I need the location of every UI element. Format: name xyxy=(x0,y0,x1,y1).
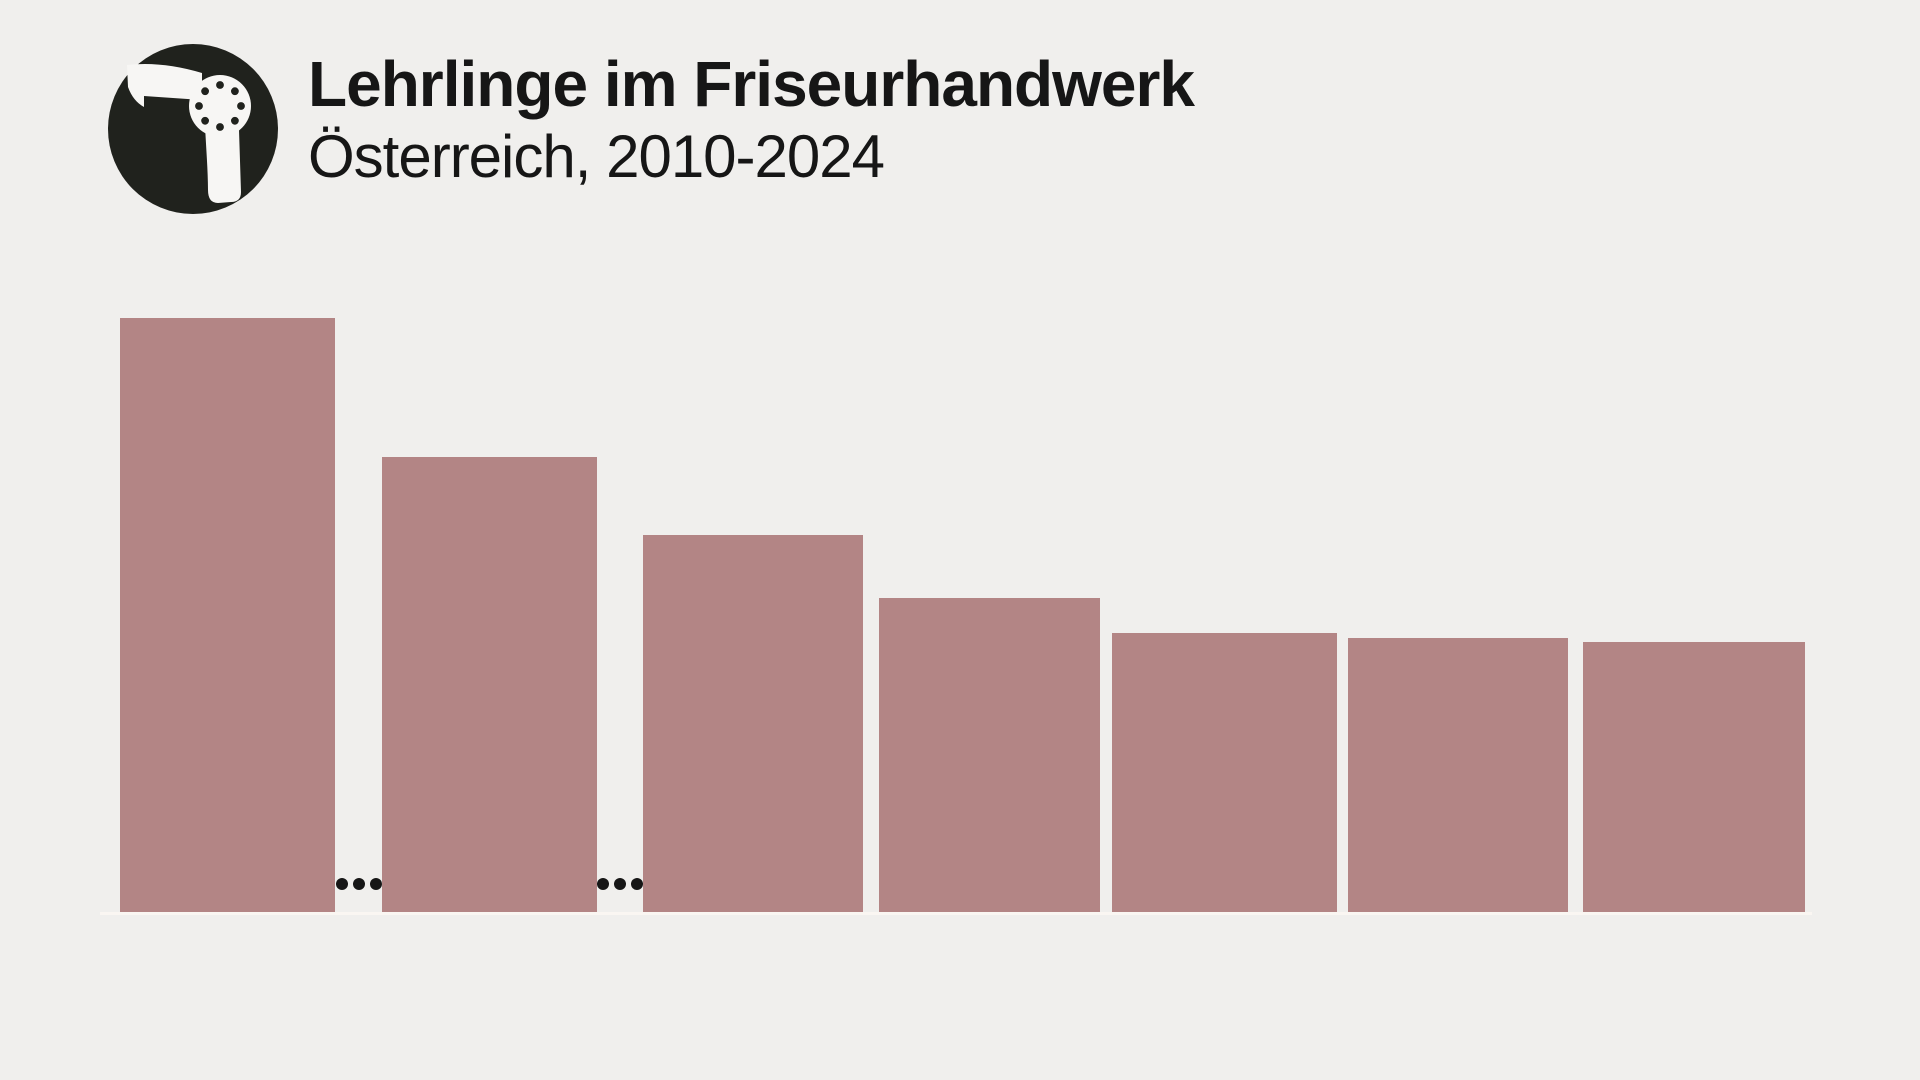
bar xyxy=(643,535,863,912)
chart-title: Lehrlinge im Friseurhandwerk xyxy=(308,48,1195,120)
hairdryer-icon xyxy=(108,44,278,214)
omitted-years-ellipsis xyxy=(335,878,382,890)
bar xyxy=(1348,638,1568,912)
bar xyxy=(382,457,597,912)
chart-subtitle: Österreich, 2010-2024 xyxy=(308,123,885,190)
ellipsis-dot xyxy=(335,878,348,890)
chart-baseline xyxy=(100,912,1812,915)
bar xyxy=(1112,633,1337,912)
ellipsis-dot xyxy=(614,878,626,890)
ellipsis-dot xyxy=(597,878,609,890)
omitted-years-ellipsis xyxy=(597,878,643,890)
ellipsis-dot xyxy=(631,878,643,890)
ellipsis-dot xyxy=(369,878,382,890)
bar xyxy=(1583,642,1805,912)
ellipsis-dot xyxy=(352,878,365,890)
bar xyxy=(879,598,1100,912)
bar xyxy=(120,318,335,912)
